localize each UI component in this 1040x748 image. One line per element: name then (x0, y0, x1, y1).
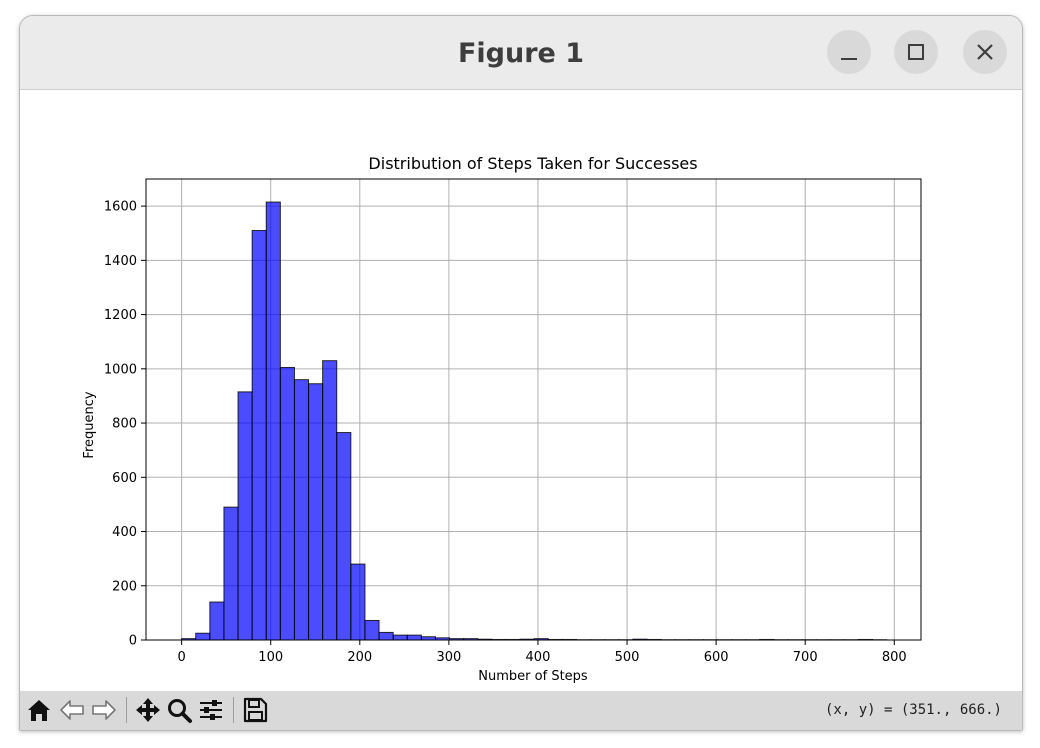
cursor-coordinates: (x, y) = (351., 666.) (824, 702, 1002, 718)
histogram-bars (181, 201, 888, 641)
y-tick-label: 0 (129, 634, 137, 649)
histogram-bar (308, 383, 324, 641)
y-tick-label: 400 (112, 525, 137, 540)
histogram-chart: Distribution of Steps Taken for Successe… (82, 154, 922, 684)
histogram-bar (364, 619, 380, 641)
y-tick-label: 200 (112, 579, 137, 594)
move-icon (136, 698, 160, 722)
maximize-icon (908, 44, 924, 60)
window-title: Figure 1 (457, 38, 585, 69)
histogram-bar (265, 201, 281, 641)
y-tick-label: 600 (112, 471, 137, 486)
zoom-button[interactable] (165, 696, 193, 724)
close-button[interactable] (963, 30, 1007, 74)
histogram-bar (378, 631, 394, 641)
x-tick-label: 300 (436, 650, 461, 665)
home-button[interactable] (25, 696, 53, 724)
histogram-bar (350, 563, 366, 641)
histogram-bar (223, 506, 239, 641)
close-icon (977, 44, 993, 60)
zoom-icon (168, 699, 192, 723)
x-tick-label: 700 (793, 650, 818, 665)
histogram-bar (336, 432, 352, 641)
back-arrow-icon (60, 700, 84, 720)
x-tick-label: 600 (704, 650, 729, 665)
save-button[interactable] (241, 696, 269, 724)
x-tick-label: 100 (258, 650, 283, 665)
histogram-bar (209, 601, 225, 641)
y-axis-label: Frequency (82, 391, 97, 458)
histogram-bar (279, 366, 295, 641)
forward-arrow-icon (92, 700, 116, 720)
histogram-bar (406, 634, 422, 641)
x-tick-label: 500 (615, 650, 640, 665)
histogram-bar (322, 360, 338, 641)
toolbar-separator (233, 697, 234, 723)
back-button[interactable] (58, 696, 86, 724)
y-tick-label: 1400 (104, 254, 137, 269)
x-axis-ticks: 0 100 200 300 400 500 600 700 800 (177, 640, 907, 665)
y-axis-ticks: 0 200 400 600 800 1000 1200 1400 1600 (104, 200, 146, 649)
minimize-button[interactable] (827, 30, 871, 74)
histogram-bar (392, 634, 408, 641)
figure-canvas[interactable]: Distribution of Steps Taken for Successe… (20, 90, 1022, 692)
x-tick-label: 800 (882, 650, 907, 665)
axes-frame (145, 178, 922, 641)
y-tick-label: 1200 (104, 308, 137, 323)
histogram-bar (251, 230, 267, 641)
x-tick-label: 0 (177, 650, 185, 665)
title-bar[interactable]: Figure 1 (20, 16, 1022, 90)
x-tick-label: 200 (347, 650, 372, 665)
maximize-button[interactable] (894, 30, 938, 74)
chart-title: Distribution of Steps Taken for Successe… (368, 154, 697, 173)
pan-button[interactable] (134, 696, 162, 724)
x-tick-label: 400 (526, 650, 551, 665)
histogram-bar (293, 379, 310, 641)
histogram-bar (195, 632, 211, 641)
navigation-toolbar: (x, y) = (351., 666.) (20, 691, 1022, 730)
histogram-bar (237, 391, 253, 641)
forward-button[interactable] (90, 696, 118, 724)
y-tick-label: 1600 (104, 200, 137, 215)
home-icon (28, 700, 50, 721)
figure-window: Figure 1 Distribution of Steps Taken for… (19, 15, 1023, 731)
configure-subplots-button[interactable] (197, 696, 225, 724)
minimize-icon (841, 58, 857, 60)
toolbar-separator (126, 697, 127, 723)
x-axis-label: Number of Steps (478, 669, 588, 684)
sliders-icon (200, 700, 222, 720)
save-icon (243, 697, 268, 723)
y-tick-label: 800 (112, 417, 137, 432)
y-tick-label: 1000 (104, 362, 137, 377)
